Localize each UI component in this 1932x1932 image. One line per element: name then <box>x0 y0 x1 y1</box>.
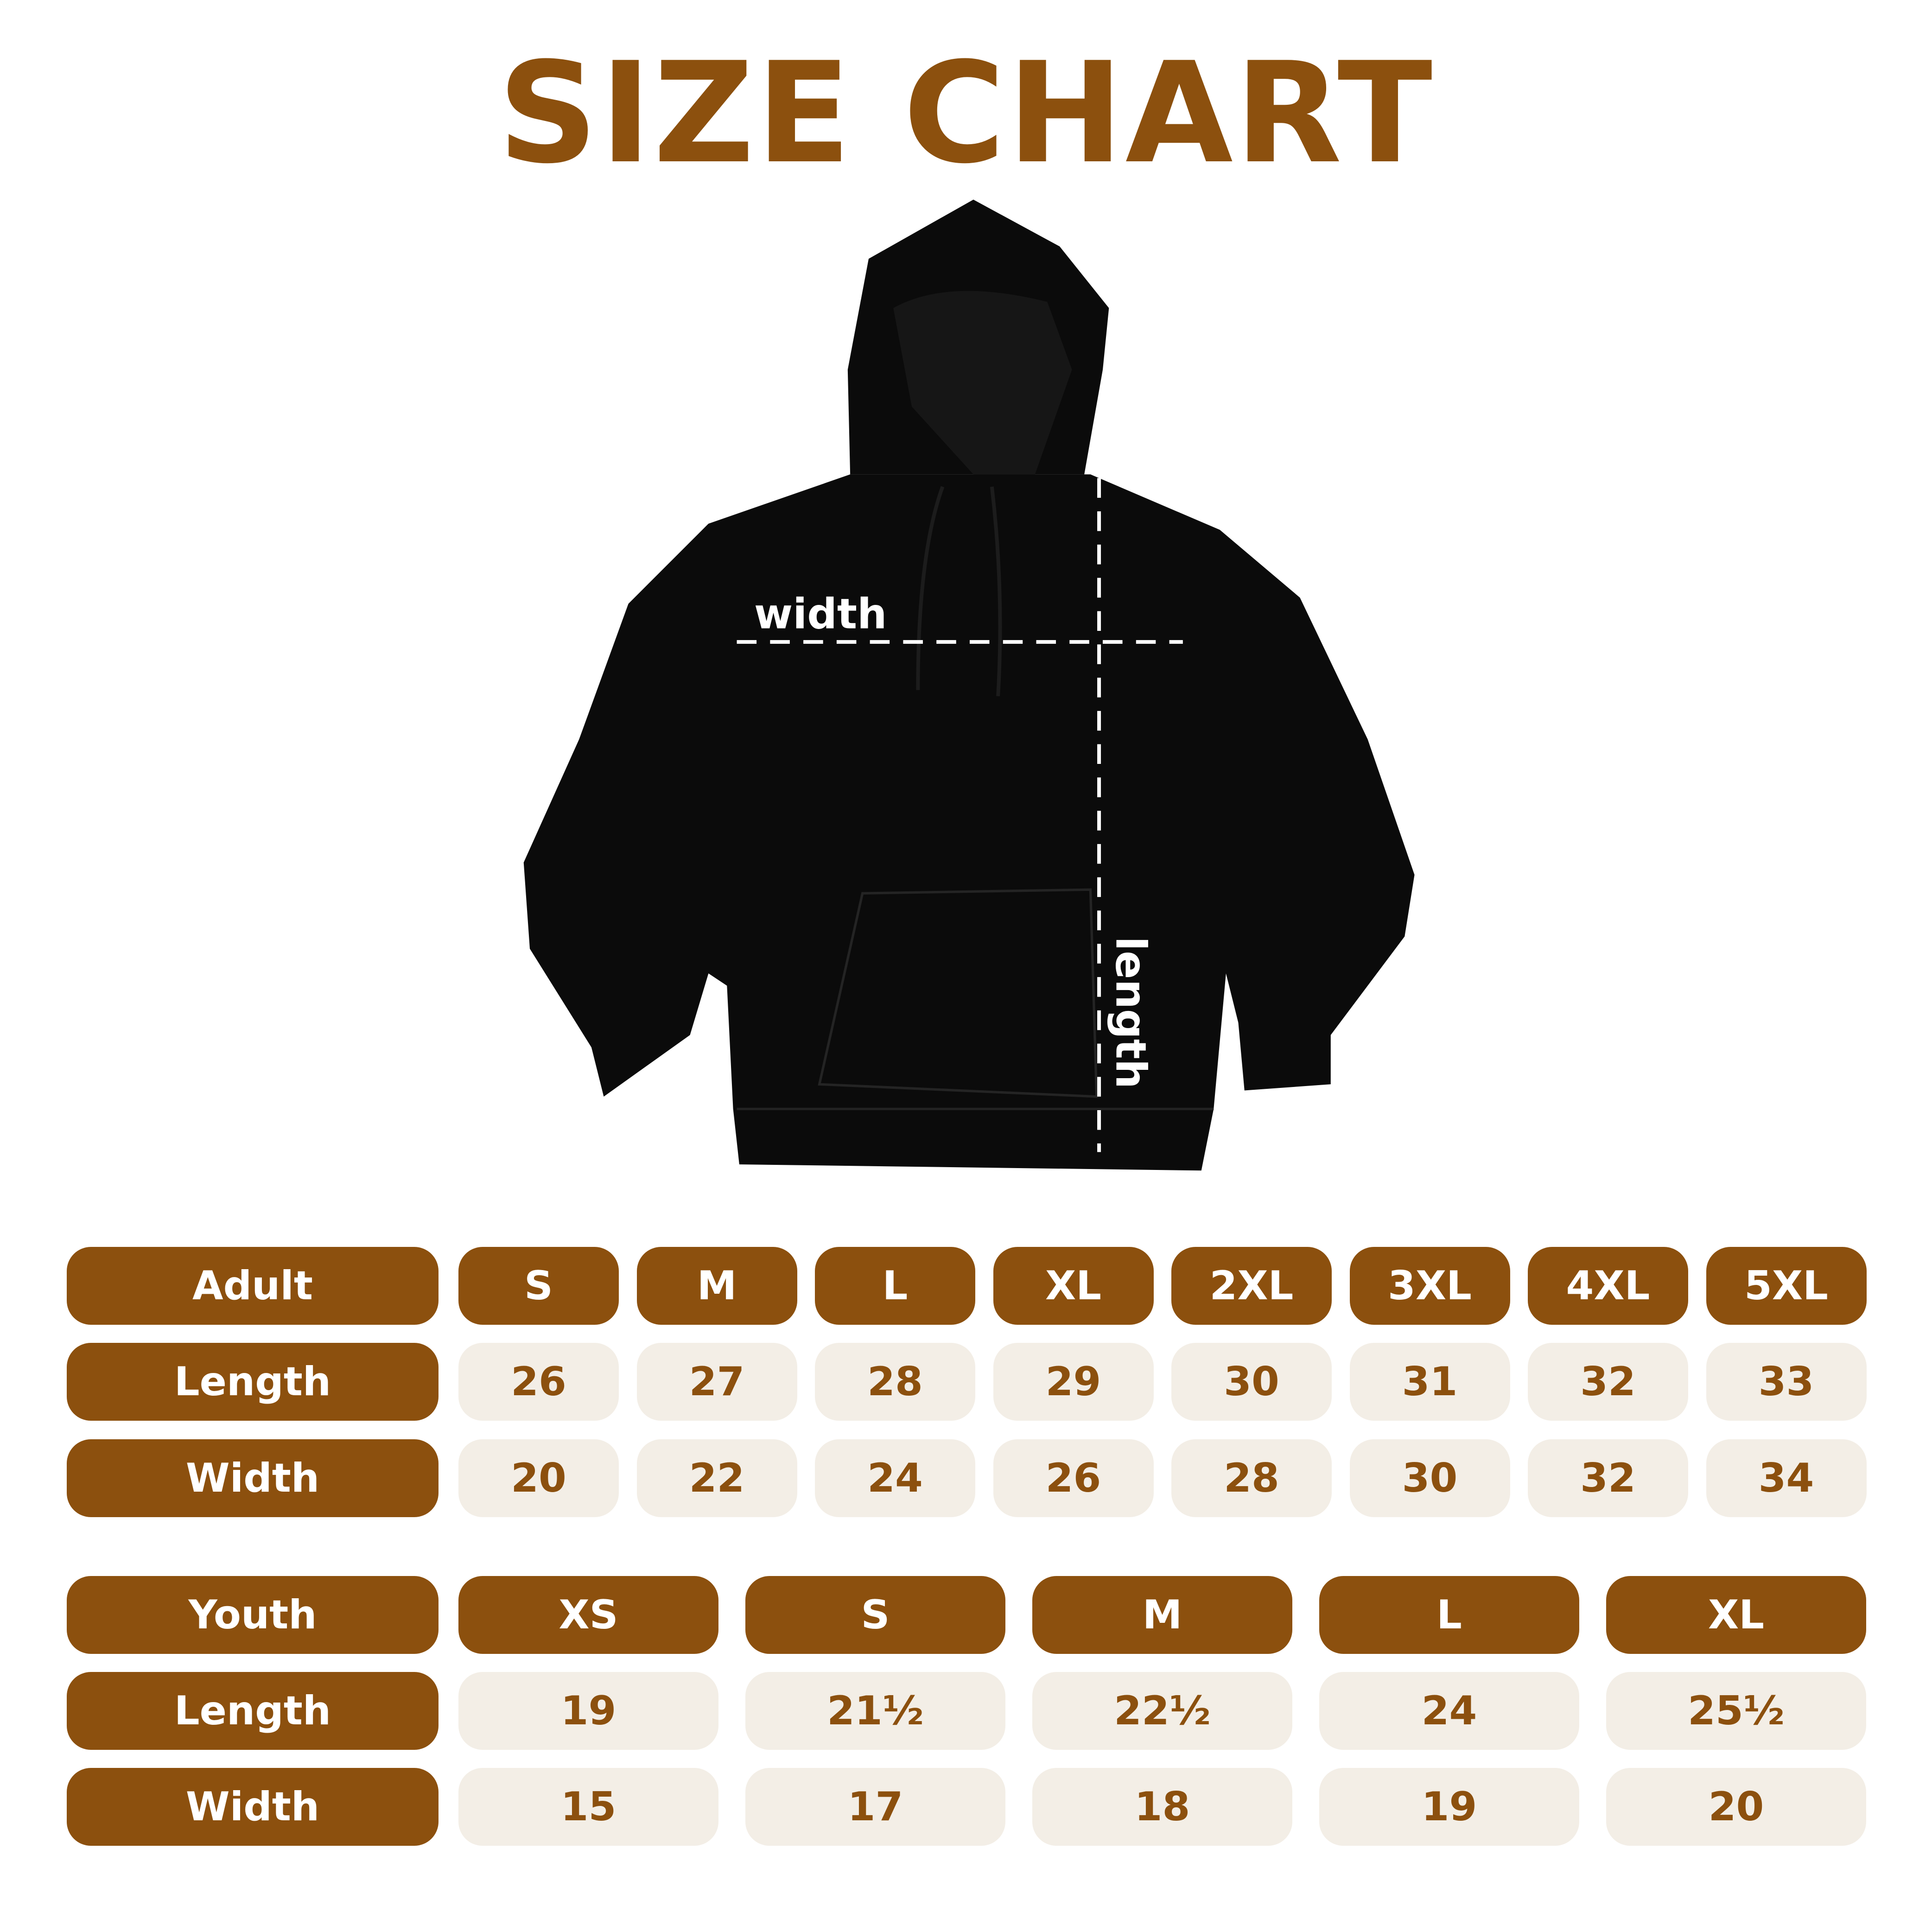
adult-width-value: 30 <box>1349 1439 1510 1517</box>
adult-width-value: 26 <box>993 1439 1154 1517</box>
youth-length-value: 19 <box>458 1672 718 1750</box>
adult-size-5xl: 5XL <box>1706 1247 1867 1325</box>
adult-length-value: 26 <box>458 1343 619 1421</box>
youth-size-xl: XL <box>1606 1576 1866 1654</box>
adult-row-label-length: Length <box>67 1343 439 1421</box>
adult-length-value: 30 <box>1171 1343 1332 1421</box>
youth-width-value: 19 <box>1319 1768 1579 1846</box>
adult-size-4xl: 4XL <box>1528 1247 1688 1325</box>
youth-length-value: 22½ <box>1032 1672 1292 1750</box>
adult-length-value: 31 <box>1349 1343 1510 1421</box>
youth-length-value: 25½ <box>1606 1672 1866 1750</box>
youth-size-xs: XS <box>458 1576 718 1654</box>
adult-size-xl: XL <box>993 1247 1154 1325</box>
adult-length-value: 33 <box>1706 1343 1867 1421</box>
adult-header: Adult <box>67 1247 439 1325</box>
adult-width-value: 20 <box>458 1439 619 1517</box>
youth-row-label-length: Length <box>67 1672 439 1750</box>
length-label: length <box>1106 936 1155 1089</box>
adult-size-s: S <box>458 1247 619 1325</box>
adult-size-2xl: 2XL <box>1171 1247 1332 1325</box>
page-title: SIZE CHART <box>497 32 1435 194</box>
youth-length-value: 21½ <box>745 1672 1005 1750</box>
adult-width-value: 32 <box>1528 1439 1688 1517</box>
youth-size-l: L <box>1319 1576 1579 1654</box>
youth-width-value: 15 <box>458 1768 718 1846</box>
youth-size-m: M <box>1032 1576 1292 1654</box>
adult-width-value: 22 <box>636 1439 797 1517</box>
youth-width-value: 17 <box>745 1768 1005 1846</box>
adult-length-value: 28 <box>815 1343 975 1421</box>
width-label: width <box>754 590 887 639</box>
adult-size-3xl: 3XL <box>1349 1247 1510 1325</box>
adult-width-value: 34 <box>1706 1439 1867 1517</box>
adult-width-value: 28 <box>1171 1439 1332 1517</box>
youth-size-s: S <box>745 1576 1005 1654</box>
youth-width-value: 18 <box>1032 1768 1292 1846</box>
youth-header: Youth <box>67 1576 439 1654</box>
adult-length-value: 27 <box>636 1343 797 1421</box>
adult-length-value: 32 <box>1528 1343 1688 1421</box>
hoodie-image <box>523 199 1415 1171</box>
adult-size-m: M <box>636 1247 797 1325</box>
adult-width-value: 24 <box>815 1439 975 1517</box>
adult-row-label-width: Width <box>67 1439 439 1517</box>
youth-row-label-width: Width <box>67 1768 439 1846</box>
adult-length-value: 29 <box>993 1343 1154 1421</box>
youth-width-value: 20 <box>1606 1768 1866 1846</box>
adult-size-l: L <box>815 1247 975 1325</box>
youth-length-value: 24 <box>1319 1672 1579 1750</box>
